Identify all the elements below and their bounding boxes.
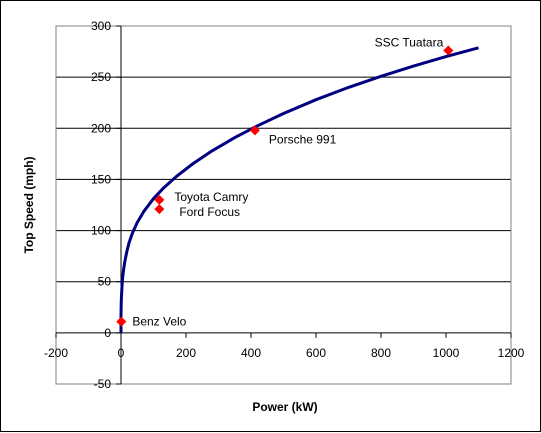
x-tick-label: -200 (44, 346, 68, 360)
label-ford-focus: Ford Focus (179, 205, 240, 219)
x-tick-labels: -200 0 200 400 600 800 1000 1200 (44, 346, 525, 360)
y-tick-labels: -50 0 50 100 150 200 250 300 (91, 19, 111, 391)
y-tick-label: 100 (91, 224, 111, 238)
x-axis-title: Power (kW) (252, 400, 317, 414)
x-tick-label: 1000 (433, 346, 460, 360)
point-toyota-camry (154, 194, 165, 205)
data-points (116, 45, 454, 327)
plot-area-border (55, 25, 512, 385)
axes (55, 25, 512, 385)
point-porsche-991 (249, 125, 260, 136)
y-tick-label: 200 (91, 121, 111, 135)
trend-curve (119, 46, 479, 333)
x-tick-label: 600 (306, 346, 326, 360)
y-tick-label: 150 (91, 172, 111, 186)
y-axis-title: Top Speed (mph) (22, 156, 36, 253)
label-toyota-camry: Toyota Camry (174, 190, 248, 204)
point-ford-focus (154, 204, 165, 215)
point-benz-velo (116, 316, 127, 327)
x-tick-label: 400 (241, 346, 261, 360)
label-ssc-tuatara: SSC Tuatara (375, 36, 444, 50)
label-benz-velo: Benz Velo (132, 315, 186, 329)
trend-line (119, 46, 479, 333)
y-tick-label: 50 (98, 275, 112, 289)
y-tick-label: -50 (94, 377, 112, 391)
x-tick-label: 200 (176, 346, 196, 360)
x-tick-label: 0 (118, 346, 125, 360)
x-tick-label: 1200 (498, 346, 525, 360)
point-ssc-tuatara (443, 45, 454, 56)
label-porsche-991: Porsche 991 (269, 132, 337, 146)
y-tick-label: 300 (91, 19, 111, 33)
y-tick-label: 0 (104, 326, 111, 340)
grid (55, 25, 512, 385)
y-tick-label: 250 (91, 70, 111, 84)
x-tick-label: 800 (371, 346, 391, 360)
